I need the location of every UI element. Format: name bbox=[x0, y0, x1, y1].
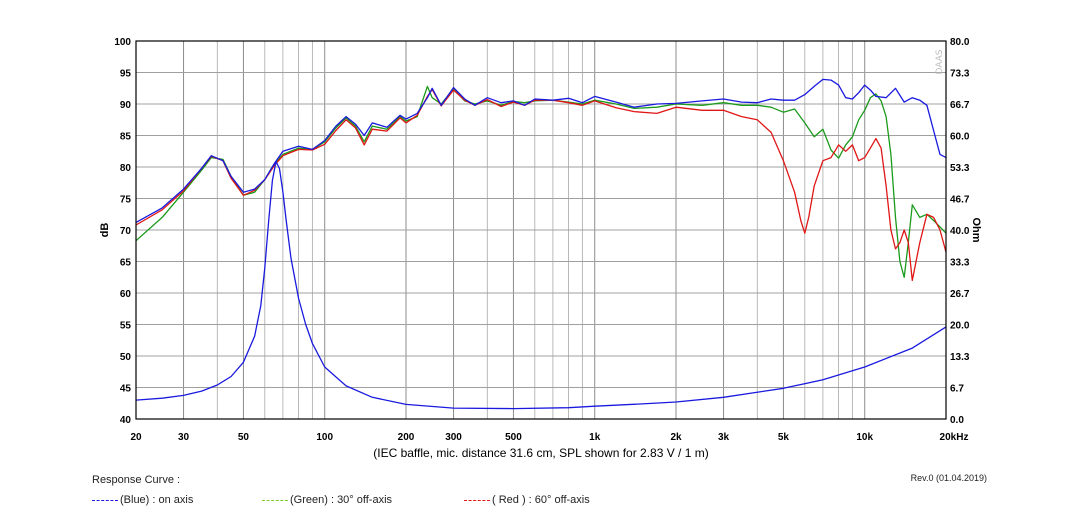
legend-item-green: (Green) : 30° off-axis bbox=[262, 494, 392, 506]
series-30deg-line bbox=[135, 85, 947, 278]
y-tick-label: 60 bbox=[120, 289, 132, 300]
y2-tick-label: 66.7 bbox=[950, 100, 970, 111]
y-tick-labels: 40 45 50 55 60 65 70 75 80 85 90 95 100 bbox=[114, 37, 131, 426]
y2-tick-label: 80.0 bbox=[950, 37, 970, 48]
revision-label: Rev.0 (01.04.2019) bbox=[910, 473, 987, 483]
x-tick-label: 100 bbox=[316, 432, 333, 443]
x-tick-label: 1k bbox=[589, 432, 601, 443]
y2-tick-label: 46.7 bbox=[950, 195, 970, 206]
y2-tick-label: 73.3 bbox=[950, 69, 970, 80]
x-tick-label: 200 bbox=[398, 432, 415, 443]
y2-tick-label: 20.0 bbox=[950, 321, 970, 332]
y-tick-label: 65 bbox=[120, 258, 132, 269]
legend-title: Response Curve : bbox=[92, 474, 181, 486]
y-tick-label: 90 bbox=[120, 100, 132, 111]
legend-swatch-green bbox=[262, 499, 288, 501]
y2-tick-label: 33.3 bbox=[950, 258, 970, 269]
y2-tick-label: 53.3 bbox=[950, 163, 970, 174]
y-tick-label: 100 bbox=[114, 37, 131, 48]
legend-swatch-red bbox=[464, 499, 490, 501]
y-tick-label: 55 bbox=[120, 321, 132, 332]
y2-tick-label: 6.7 bbox=[950, 384, 964, 395]
y2-axis-label: Ohm bbox=[970, 217, 982, 242]
y-axis-label: dB bbox=[99, 223, 111, 238]
watermark: DAAS bbox=[935, 49, 945, 74]
x-tick-label: 500 bbox=[505, 432, 522, 443]
x-tick-label: 50 bbox=[238, 432, 250, 443]
y-tick-label: 45 bbox=[120, 384, 132, 395]
series-impedance-line bbox=[135, 160, 947, 410]
legend-label-green: (Green) : 30° off-axis bbox=[290, 494, 393, 506]
x-tick-label: 2k bbox=[670, 432, 682, 443]
y2-tick-label: 40.0 bbox=[950, 226, 970, 237]
x-tick-label: 300 bbox=[445, 432, 462, 443]
plot-frame bbox=[135, 40, 947, 420]
y-tick-label: 40 bbox=[120, 415, 132, 426]
x-tick-label: 20kHz bbox=[940, 432, 969, 443]
y2-tick-label: 26.7 bbox=[950, 289, 970, 300]
series-lines bbox=[135, 78, 947, 410]
y-tick-label: 80 bbox=[120, 163, 132, 174]
x-axis-caption: (IEC baffle, mic. distance 31.6 cm, SPL … bbox=[373, 446, 708, 460]
x-tick-label: 3k bbox=[718, 432, 730, 443]
series-60deg-line bbox=[135, 88, 947, 282]
y2-tick-label: 13.3 bbox=[950, 352, 970, 363]
y2-tick-label: 60.0 bbox=[950, 132, 970, 143]
y-tick-label: 70 bbox=[120, 226, 132, 237]
y-tick-label: 85 bbox=[120, 132, 132, 143]
series-on-axis-line bbox=[135, 78, 947, 223]
y2-tick-labels: 0.0 6.7 13.3 20.0 26.7 33.3 40.0 46.7 53.3 60.0 66… bbox=[950, 37, 970, 426]
grid-lines bbox=[135, 40, 947, 420]
x-tick-label: 30 bbox=[178, 432, 190, 443]
legend-label-red: ( Red ) : 60° off-axis bbox=[492, 494, 590, 506]
x-tick-labels: 20 30 50 100 200 300 500 1k 2k 3k 5k 10k 20kHz bbox=[130, 432, 968, 443]
x-tick-label: 10k bbox=[856, 432, 873, 443]
x-tick-label: 5k bbox=[778, 432, 790, 443]
y-tick-label: 50 bbox=[120, 352, 132, 363]
legend-item-red: ( Red ) : 60° off-axis bbox=[464, 494, 590, 506]
y2-tick-label: 0.0 bbox=[950, 415, 964, 426]
y-tick-label: 75 bbox=[120, 195, 132, 206]
legend-swatch-blue bbox=[92, 499, 118, 501]
y-tick-label: 95 bbox=[120, 69, 132, 80]
x-tick-label: 20 bbox=[130, 432, 142, 443]
legend-label-blue: (Blue) : on axis bbox=[120, 494, 194, 506]
legend-item-blue: (Blue) : on axis bbox=[92, 494, 193, 506]
